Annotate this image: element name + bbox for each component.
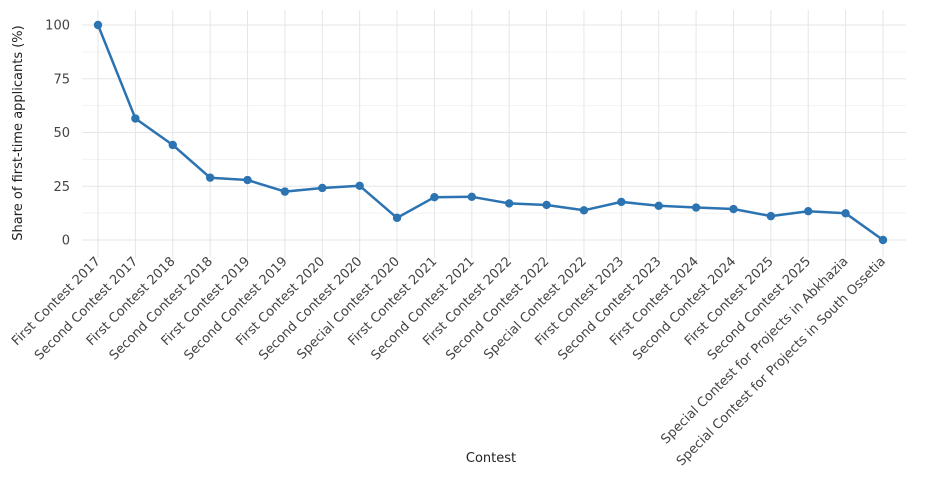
data-point <box>729 204 738 214</box>
data-point <box>579 206 589 215</box>
y-axis-title: Share of first-time applicants (%) <box>11 25 26 240</box>
data-point <box>542 200 551 210</box>
series <box>93 20 888 245</box>
data-point <box>430 193 439 202</box>
data-point <box>355 181 364 191</box>
data-point <box>205 173 215 182</box>
data-point <box>654 201 663 211</box>
data-point <box>467 192 477 201</box>
data-point <box>804 206 813 216</box>
data-point <box>392 213 402 223</box>
data-point <box>93 20 103 30</box>
y-axis: 0 25 50 75 100 <box>45 19 70 249</box>
data-point <box>280 187 290 196</box>
data-point <box>131 114 140 123</box>
data-point <box>878 235 888 245</box>
data-point <box>691 203 701 212</box>
data-point <box>504 199 514 208</box>
x-axis-title: Contest <box>466 451 516 466</box>
data-point <box>318 183 327 193</box>
data-point <box>841 209 850 218</box>
data-point <box>168 140 177 150</box>
y-tick-label: 0 <box>62 234 70 249</box>
grid <box>82 10 906 254</box>
data-point <box>243 175 252 185</box>
y-tick-label: 25 <box>53 180 70 195</box>
y-tick-label: 100 <box>45 19 70 34</box>
series-line <box>96 23 885 242</box>
y-tick-label: 75 <box>53 72 70 87</box>
y-tick-label: 50 <box>53 126 70 141</box>
data-point <box>617 197 626 207</box>
data-point <box>766 211 776 221</box>
